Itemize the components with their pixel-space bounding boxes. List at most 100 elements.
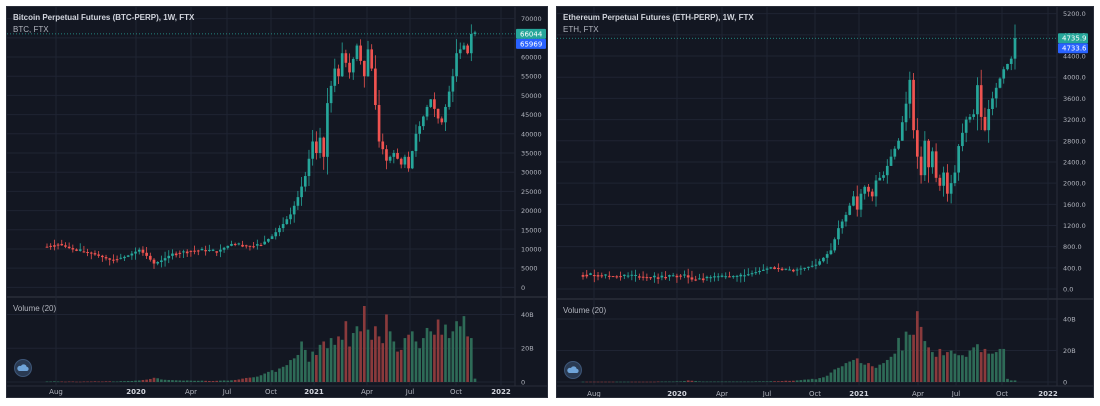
y-tick-label: 70000 (521, 15, 542, 23)
candle (285, 219, 289, 224)
volume-bar (844, 363, 848, 382)
candle (743, 275, 746, 277)
candle (968, 116, 972, 120)
volume-bar (607, 381, 611, 383)
volume-bar (942, 355, 945, 382)
volume-bar (976, 344, 979, 382)
candle (701, 278, 705, 281)
volume-bar (615, 381, 619, 383)
volume-bar (337, 336, 340, 382)
candle (825, 254, 829, 258)
volume-bar (683, 381, 686, 382)
volume-bar (867, 363, 870, 382)
candle (713, 276, 716, 278)
secondary-price-tag (1058, 43, 1088, 54)
candle (56, 244, 60, 246)
x-tick-label: Apr (912, 390, 924, 398)
volume-bar (604, 381, 607, 383)
candle (300, 186, 303, 198)
candle (600, 275, 604, 277)
btc-chart-canvas[interactable]: 0 5000 10000 15000 20000 25000 30000 35000 40000… (7, 7, 548, 398)
volume-bar (126, 380, 130, 382)
candle (315, 141, 318, 153)
volume-tick-label: 20B (1063, 347, 1076, 355)
candle (244, 245, 248, 247)
volume-bar (912, 334, 915, 382)
candle (837, 228, 840, 240)
candle (322, 137, 326, 157)
volume-bar (466, 336, 469, 382)
volume-bar (724, 381, 728, 383)
candle (359, 45, 362, 61)
volume-bar (686, 380, 690, 382)
y-tick-label: 60000 (521, 54, 542, 62)
volume-bar (370, 339, 374, 382)
volume-tick-label: 0 (521, 379, 525, 387)
candle (123, 256, 126, 259)
candle (720, 275, 724, 277)
candle (259, 244, 263, 246)
volume-bar (115, 381, 119, 383)
candle (222, 247, 226, 250)
candle (82, 251, 86, 253)
volume-bar (1009, 380, 1013, 382)
volume-bar (222, 380, 226, 382)
y-tick-label: 45000 (521, 111, 542, 119)
volume-bar (596, 381, 600, 383)
eth-chart-canvas[interactable]: 0.0 400.0 800.0 1200.0 1600.0 2000.0 2400.0 280… (557, 7, 1094, 398)
candle (433, 99, 436, 109)
volume-bar (326, 348, 329, 382)
candle (241, 244, 244, 247)
candle (934, 151, 938, 178)
volume-bar (451, 331, 455, 382)
eth-chart-panel[interactable]: 0.0 400.0 800.0 1200.0 1600.0 2000.0 2400.0 280… (556, 6, 1094, 398)
candle (900, 122, 904, 141)
tradingview-cloud-icon[interactable] (564, 361, 582, 379)
candle (208, 249, 211, 251)
volume-bar (193, 380, 196, 382)
candle (889, 156, 893, 166)
volume-tick-label: 20B (521, 345, 534, 353)
volume-bar (285, 365, 289, 382)
candle (381, 141, 385, 150)
candle (171, 253, 174, 256)
volume-bar (374, 326, 377, 382)
candle (196, 250, 200, 252)
candle (908, 79, 912, 104)
candle (961, 132, 964, 147)
candle (931, 151, 934, 168)
candle (904, 103, 908, 123)
candle (185, 251, 189, 254)
volume-bar (130, 380, 134, 382)
candle (833, 239, 837, 251)
volume-bar (664, 381, 667, 383)
volume-bar (78, 381, 82, 383)
candle (362, 60, 366, 77)
tradingview-cloud-icon[interactable] (14, 359, 32, 377)
volume-bar (622, 381, 626, 383)
candle (1006, 63, 1009, 70)
volume-bar (108, 381, 112, 382)
btc-chart-panel[interactable]: 0 5000 10000 15000 20000 25000 30000 35000 40000… (6, 6, 548, 398)
volume-bar (938, 348, 942, 382)
volume-bar (758, 381, 761, 382)
volume-bar (998, 348, 1002, 382)
volume-bar (882, 363, 885, 382)
y-tick-label: 55000 (521, 73, 542, 81)
candle (101, 255, 104, 258)
volume-bar (123, 381, 126, 382)
x-tick-label: Jul (222, 388, 232, 396)
candle (422, 116, 425, 127)
candle (60, 243, 64, 246)
candle (927, 140, 930, 168)
y-tick-label: 35000 (521, 150, 542, 158)
candle (660, 275, 664, 278)
volume-bar (592, 381, 596, 383)
volume-bar (728, 381, 731, 383)
volume-bar (281, 366, 285, 382)
candle (807, 266, 810, 268)
candle (366, 49, 370, 77)
candle (859, 193, 863, 210)
candle (318, 137, 322, 153)
volume-bar (735, 381, 739, 383)
